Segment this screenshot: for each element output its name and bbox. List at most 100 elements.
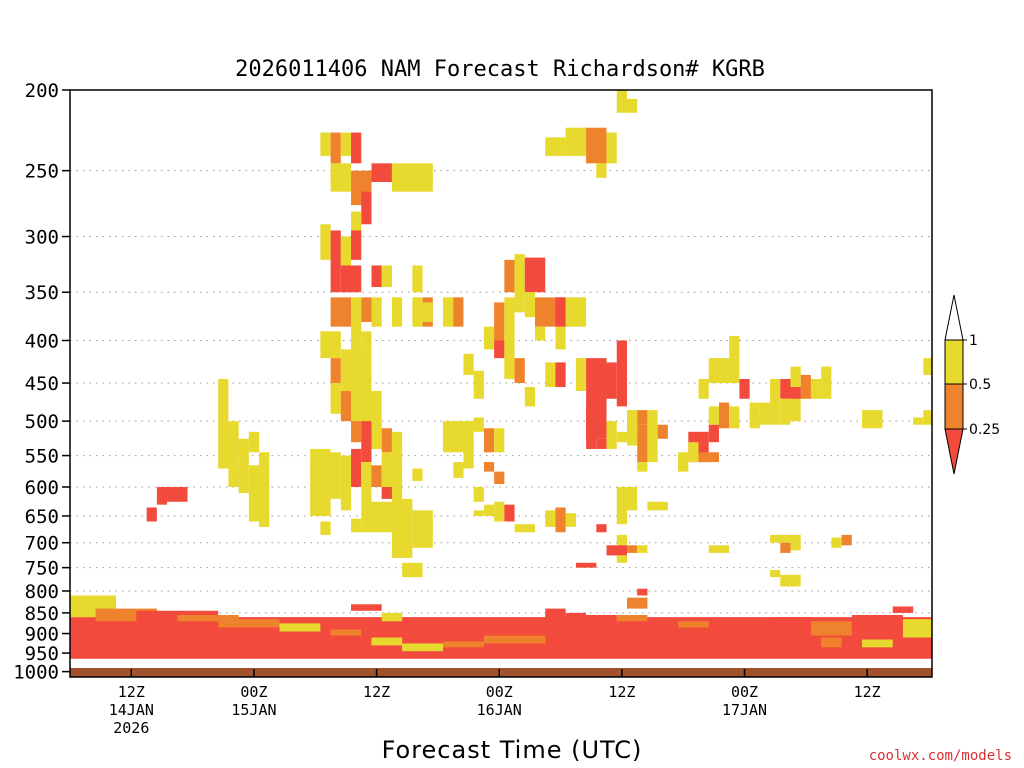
heatmap-cell: [565, 612, 587, 624]
heatmap-cell: [708, 424, 719, 443]
x-tick-label: 00Z: [240, 683, 267, 701]
heatmap-cell: [453, 297, 464, 327]
heatmap-cell: [545, 608, 566, 620]
x-tick-label: 00Z: [486, 683, 513, 701]
y-tick-label: 950: [25, 643, 59, 665]
heatmap-cell: [391, 498, 413, 558]
heatmap-cell: [340, 265, 362, 293]
heatmap-cell: [156, 498, 168, 505]
heatmap-cell: [340, 455, 352, 511]
heatmap-cell: [248, 465, 260, 522]
x-tick-label: 12Z: [118, 683, 145, 701]
heatmap-cell: [637, 424, 648, 463]
heatmap-cell: [371, 265, 382, 288]
heatmap-cell: [473, 370, 484, 399]
y-tick-label: 700: [25, 533, 59, 555]
heatmap-cell: [688, 442, 699, 463]
heatmap-cell: [606, 545, 627, 556]
heatmap-cell: [565, 297, 587, 327]
watermark: coolwx.com/models: [869, 748, 1012, 764]
y-tick-label: 800: [25, 581, 59, 603]
colorbar-bin-orange: [944, 383, 964, 430]
heatmap-cell: [361, 462, 372, 511]
heatmap-cell: [780, 574, 801, 587]
heatmap-cell: [330, 629, 362, 636]
heatmap-cell: [463, 438, 474, 453]
y-tick-label: 300: [25, 227, 59, 249]
heatmap-cell: [443, 297, 454, 327]
y-axis: 200 250 300 350 400 450 500 550 600 650 700 7508008…: [13, 80, 70, 684]
heatmap-cell: [892, 606, 914, 613]
heatmap-cell: [228, 468, 239, 488]
heatmap-cell: [218, 379, 229, 422]
heatmap-cell: [391, 163, 433, 192]
heatmap-cell: [320, 132, 331, 156]
colorbar-top-arrow: [944, 294, 964, 341]
heatmap-cell: [616, 615, 648, 622]
heatmap-cell: [177, 615, 239, 622]
heatmap-cell: [504, 349, 515, 380]
heatmap-cell: [545, 362, 556, 388]
y-tick-label: 550: [25, 446, 59, 468]
heatmap-cell: [483, 326, 495, 350]
colorbar: 1 0.5 0.25: [944, 294, 1000, 475]
heatmap-cell: [524, 387, 536, 407]
heatmap-cell: [637, 545, 648, 553]
heatmap-cell: [831, 537, 842, 548]
heatmap-cell: [708, 406, 719, 425]
x-axis-label: Forecast Time (UTC): [382, 736, 643, 764]
heatmap-cell: [473, 510, 484, 516]
heatmap-cell: [749, 402, 760, 429]
heatmap-cell: [371, 421, 382, 449]
heatmap-cell: [330, 383, 341, 414]
colorbar-label: 1: [969, 333, 978, 349]
grid: [70, 170, 932, 673]
heatmap-cell: [708, 358, 740, 384]
heatmap-cell: [340, 236, 352, 266]
y-tick-label: 650: [25, 506, 59, 528]
heatmap-cell: [340, 132, 352, 156]
heatmap-cell: [320, 224, 331, 260]
colorbar-label: 0.5: [969, 377, 991, 393]
heatmap-cell: [596, 524, 607, 533]
heatmap-cell: [810, 379, 822, 399]
heatmap-cell: [678, 452, 689, 472]
heatmap-cell: [759, 402, 771, 425]
heatmap-cell: [381, 452, 392, 499]
heatmap-cell: [514, 524, 536, 533]
heatmap-cell: [494, 471, 505, 484]
heatmap-cell: [391, 297, 403, 327]
heatmap-cell: [361, 421, 372, 463]
x-tick-label: 2026: [113, 719, 149, 737]
heatmap-cell: [351, 604, 382, 611]
heatmap-cell: [678, 621, 709, 628]
heatmap-cell: [524, 257, 546, 293]
colorbar-bottom-arrow: [944, 428, 964, 475]
x-tick-label: 12Z: [363, 683, 390, 701]
heatmap-cell: [770, 617, 811, 640]
heatmap-cell: [330, 452, 341, 499]
heatmap-cell: [483, 462, 495, 472]
heatmap-cell: [626, 98, 638, 113]
heatmap-cell: [412, 297, 423, 327]
heatmap-cell: [657, 424, 668, 439]
heatmap-cell: [647, 619, 679, 628]
heatmap-cell: [351, 448, 362, 488]
heatmap-cell: [851, 615, 903, 632]
y-tick-label: 750: [25, 558, 59, 580]
y-tick-label: 900: [25, 624, 59, 646]
heatmap-cell: [923, 358, 932, 375]
heatmap-cell: [780, 542, 791, 553]
heatmap-cell: [616, 340, 627, 407]
heatmap-cell: [555, 297, 566, 327]
heatmap-cell: [637, 462, 648, 472]
heatmap-cell: [545, 137, 566, 156]
heatmap-cell: [708, 545, 730, 553]
heatmap-cell: [412, 265, 423, 293]
heatmap-cell: [351, 518, 362, 533]
heatmap-cell: [156, 487, 188, 502]
heatmap-cell: [371, 501, 392, 533]
heatmap-cell: [351, 132, 362, 164]
heatmap-cells: [70, 90, 932, 659]
heatmap-cell: [218, 421, 239, 469]
